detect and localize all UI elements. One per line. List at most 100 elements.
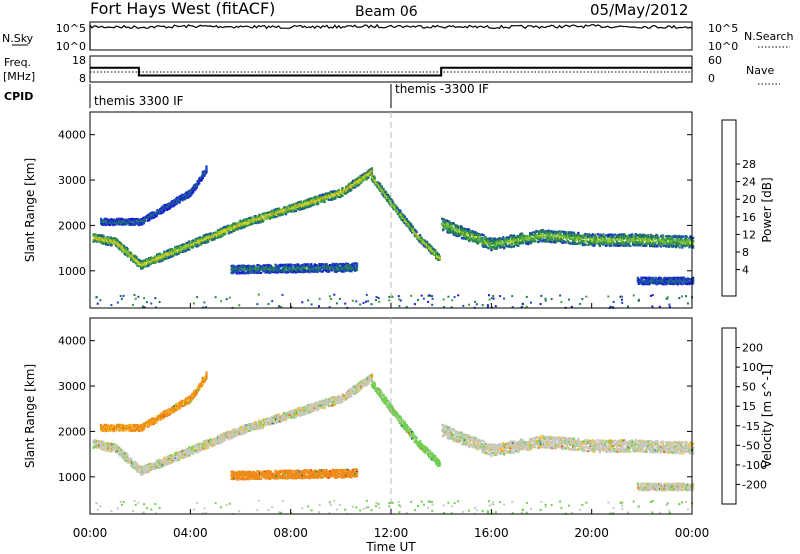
power-data-point [140,260,143,263]
power-data-point [582,237,585,240]
power-data-point [511,237,515,240]
power-data-point [547,234,550,237]
power-data-point [252,265,256,268]
power-data-point [527,243,530,246]
power-data-point [403,215,407,218]
power-data-point [588,235,591,239]
power-data-point [329,264,332,267]
power-data-point [565,238,568,241]
power-data-point [136,264,139,267]
power-data-point [477,242,480,245]
power-data-point [459,230,462,233]
power-data-point [329,194,332,197]
power-data-point [620,244,623,247]
power-data-point [112,242,115,245]
power-data-point [423,239,426,242]
freq-label: Freq. [4,56,31,69]
power-data-point [615,235,619,238]
power-data-point [451,225,454,228]
power-data-point [277,207,280,210]
power-data-point [665,240,668,243]
power-data-point [643,280,647,283]
power-data-point [410,229,413,232]
power-data-point [387,193,390,196]
power-data-point [239,271,242,274]
power-data-point [397,212,400,215]
power-data-point [408,225,411,228]
power-data-point [163,209,166,212]
power-data-point [357,176,360,179]
power-data-point [246,222,249,226]
power-data-point [177,252,180,255]
power-data-point [234,222,238,225]
power-data-point [529,232,532,235]
power-data-point [256,264,259,267]
power-data-point [469,231,472,234]
power-data-point [292,209,295,212]
power-data-point [247,270,250,273]
power-data-point [186,244,189,247]
cpid-program-1: themis 3300 IF [94,94,184,108]
power-data-point [499,237,502,240]
power-data-point [643,243,646,246]
power-data-point [617,235,620,238]
power-data-point [480,240,483,243]
power-data-point [520,238,523,241]
power-data-point [350,188,353,191]
power-data-point [460,233,463,236]
power-data-point [343,270,346,273]
power-data-point [451,227,455,230]
power-data-point [186,193,189,196]
power-data-point [259,268,262,271]
power-data-point [145,262,148,265]
power-data-point [399,210,402,213]
power-data-point [202,172,205,175]
power-data-point [503,238,506,241]
power-data-point [102,234,105,237]
power-data-point [146,219,149,222]
power-data-point [125,223,128,226]
power-data-point [103,242,106,245]
freq-unit-label: [MHz] [3,70,35,83]
power-data-point [205,241,208,244]
power-data-point [452,222,455,225]
power-data-point [667,243,670,246]
noise-left-label: N.Sky [2,32,34,45]
power-data-point [294,209,297,213]
power-data-point [639,244,642,247]
power-data-point [192,187,195,191]
power-data-point [594,233,597,236]
power-data-point [520,237,523,240]
power-data-point [323,265,326,268]
power-data-point [650,245,653,248]
power-data-point [302,201,305,205]
power-data-point [576,242,579,245]
power-data-point [246,268,249,271]
power-data-point [286,263,289,266]
power-data-point [262,270,265,273]
power-data-point [96,236,99,239]
power-data-point [677,241,680,244]
power-data-point [485,245,488,249]
power-data-point [444,227,447,230]
power-data-point [191,245,195,248]
power-data-point [345,188,349,191]
power-data-point [614,233,617,236]
power-data-point [641,244,644,247]
power-data-point [120,242,123,246]
power-data-point [258,270,261,273]
power-data-point [303,205,306,208]
power-data-point [355,268,359,272]
power-data-point [100,217,103,220]
power-data-point [143,265,146,268]
power-data-point [300,266,303,269]
power-data-point [239,268,242,271]
power-data-point [179,250,182,254]
power-data-point [216,233,219,237]
station-title: Fort Hays West (fitACF) [90,0,275,18]
power-data-point [184,249,187,253]
power-data-point [574,239,577,242]
power-data-point [289,205,292,209]
power-data-point [170,254,173,257]
power-data-point [201,176,204,179]
